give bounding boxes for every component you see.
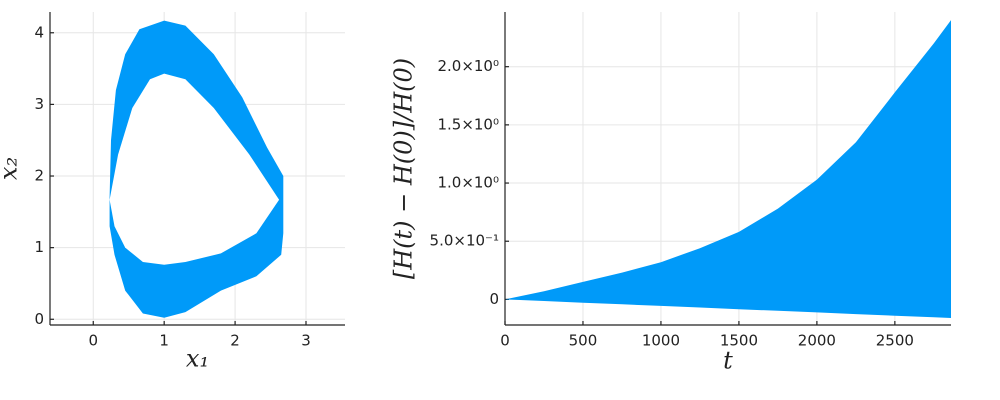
- y-tick-label: 4: [34, 23, 44, 41]
- y-tick-label: 0: [489, 290, 499, 308]
- x-tick-label: 2000: [798, 332, 836, 350]
- y-tick-label: 2.0×10⁰: [437, 57, 499, 75]
- y-tick-label: 2: [34, 167, 44, 185]
- y-tick-label: 1: [34, 238, 44, 256]
- y-tick-label: 1.5×10⁰: [437, 115, 499, 133]
- x-axis-label: t: [723, 347, 733, 375]
- y-tick-label: 5.0×10⁻¹: [430, 232, 499, 250]
- y-tick-label: 0: [34, 310, 44, 328]
- y-tick-label: 1.0×10⁰: [437, 174, 499, 192]
- y-axis-label: [H(t) − H(0)]/H(0): [390, 58, 418, 279]
- y-axis-label: x₂: [0, 157, 23, 180]
- x-tick-label: 2: [230, 332, 240, 350]
- x-tick-label: 1: [159, 332, 169, 350]
- x-tick-label: 1000: [642, 332, 680, 350]
- x-tick-label: 0: [88, 332, 98, 350]
- y-tick-label: 3: [34, 95, 44, 113]
- inner-boundary: [109, 73, 280, 265]
- x-tick-label: 3: [301, 332, 311, 350]
- x-tick-label: 500: [569, 332, 598, 350]
- band-area: [505, 20, 951, 318]
- x-axis-label: x₁: [186, 345, 209, 373]
- x-tick-label: 2500: [876, 332, 914, 350]
- x-tick-label: 1500: [720, 332, 758, 350]
- x-tick-label: 0: [500, 332, 510, 350]
